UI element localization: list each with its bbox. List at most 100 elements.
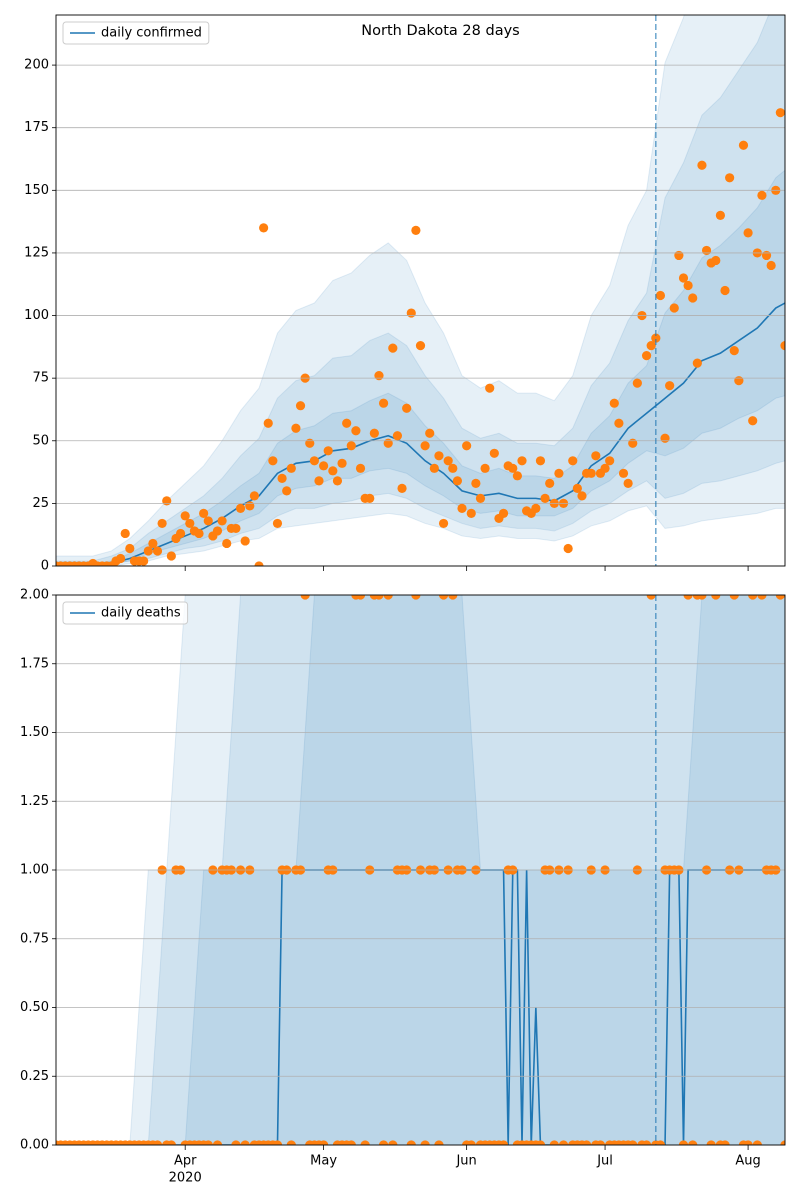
observed-point xyxy=(346,441,356,451)
observed-point xyxy=(378,1140,389,1145)
observed-point xyxy=(752,1140,762,1145)
y-tick-label: 2.00 xyxy=(20,588,49,603)
observed-point xyxy=(646,595,656,600)
observed-point xyxy=(235,503,246,513)
observed-point xyxy=(286,1140,296,1145)
observed-point xyxy=(669,303,679,313)
observed-point xyxy=(259,223,269,233)
observed-point xyxy=(448,595,458,600)
observed-point xyxy=(231,1140,241,1145)
observed-point xyxy=(720,285,730,296)
observed-point xyxy=(319,461,329,471)
y-tick-label: 0.75 xyxy=(20,931,49,946)
observed-point xyxy=(448,463,458,473)
x-tick-year: 2020 xyxy=(169,1171,202,1186)
observed-point xyxy=(512,471,522,481)
observed-point xyxy=(558,1140,569,1145)
y-tick-label: 125 xyxy=(24,245,49,260)
observed-point xyxy=(688,1140,698,1145)
observed-point xyxy=(383,438,393,448)
observed-point xyxy=(563,543,573,554)
observed-point xyxy=(175,528,186,539)
observed-point xyxy=(577,491,587,501)
plot-area xyxy=(56,15,785,566)
observed-point xyxy=(757,595,767,600)
observed-point xyxy=(531,503,541,513)
observed-point xyxy=(462,441,472,451)
x-tick-label: Jun xyxy=(455,1154,476,1169)
observed-point xyxy=(711,255,721,266)
observed-point xyxy=(360,1140,370,1145)
observed-point xyxy=(711,595,721,600)
observed-point xyxy=(203,516,213,526)
observed-point xyxy=(305,438,315,448)
observed-point xyxy=(355,595,366,600)
observed-point xyxy=(231,523,241,534)
observed-point xyxy=(605,456,615,466)
observed-point xyxy=(392,431,403,441)
observed-point xyxy=(780,1140,785,1145)
observed-point xyxy=(254,561,264,566)
observed-point xyxy=(692,358,702,368)
observed-point xyxy=(591,451,601,461)
observed-point xyxy=(342,418,352,428)
observed-point xyxy=(485,383,495,393)
observed-point xyxy=(268,456,278,466)
observed-point xyxy=(429,463,439,473)
observed-point xyxy=(383,595,393,600)
observed-point xyxy=(466,1140,476,1145)
observed-point xyxy=(157,518,167,529)
observed-point xyxy=(498,508,509,519)
y-tick-label: 200 xyxy=(24,58,49,73)
observed-point xyxy=(725,173,735,183)
observed-point xyxy=(545,478,555,488)
chart-title: North Dakota 28 days xyxy=(361,23,519,39)
legend-box xyxy=(62,601,189,625)
y-tick-label: 0.50 xyxy=(20,1000,49,1015)
observed-point xyxy=(300,595,310,600)
y-tick-label: 50 xyxy=(32,433,49,448)
legend-box xyxy=(62,21,210,45)
observed-point xyxy=(715,210,726,220)
observed-point xyxy=(286,463,296,473)
observed-point xyxy=(245,501,255,511)
observed-point xyxy=(646,341,656,351)
observed-point xyxy=(780,341,785,351)
observed-point xyxy=(402,403,412,413)
observed-point xyxy=(498,1140,509,1145)
observed-point xyxy=(720,1140,730,1145)
observed-point xyxy=(388,1140,398,1145)
observed-point xyxy=(411,595,421,600)
observed-point xyxy=(766,260,776,271)
y-tick-label: 75 xyxy=(32,371,49,386)
observed-point xyxy=(701,245,712,256)
observed-point xyxy=(457,503,467,513)
x-tick-label: Apr xyxy=(174,1154,197,1169)
observed-point xyxy=(249,491,259,501)
observed-point xyxy=(554,468,564,478)
observed-point xyxy=(406,308,416,318)
observed-point xyxy=(346,1140,356,1145)
observed-point xyxy=(355,463,366,473)
observed-point xyxy=(549,1140,559,1145)
observed-point xyxy=(152,546,163,556)
observed-point xyxy=(674,250,684,261)
observed-point xyxy=(535,1140,546,1145)
uncertainty-band xyxy=(56,15,785,566)
legend: daily confirmed xyxy=(62,21,210,45)
observed-point xyxy=(438,595,449,600)
observed-point xyxy=(748,416,758,426)
x-tick-label: Aug xyxy=(735,1154,760,1169)
observed-point xyxy=(277,473,287,483)
observed-point xyxy=(203,1140,213,1145)
observed-point xyxy=(697,160,707,170)
observed-point xyxy=(683,595,693,600)
y-tick-label: 1.00 xyxy=(20,863,49,878)
observed-point xyxy=(595,1140,606,1145)
observed-point xyxy=(212,1140,223,1145)
observed-point xyxy=(314,476,324,486)
observed-point xyxy=(738,140,749,150)
y-tick-label: 0 xyxy=(41,559,49,574)
observed-point xyxy=(420,1140,430,1145)
